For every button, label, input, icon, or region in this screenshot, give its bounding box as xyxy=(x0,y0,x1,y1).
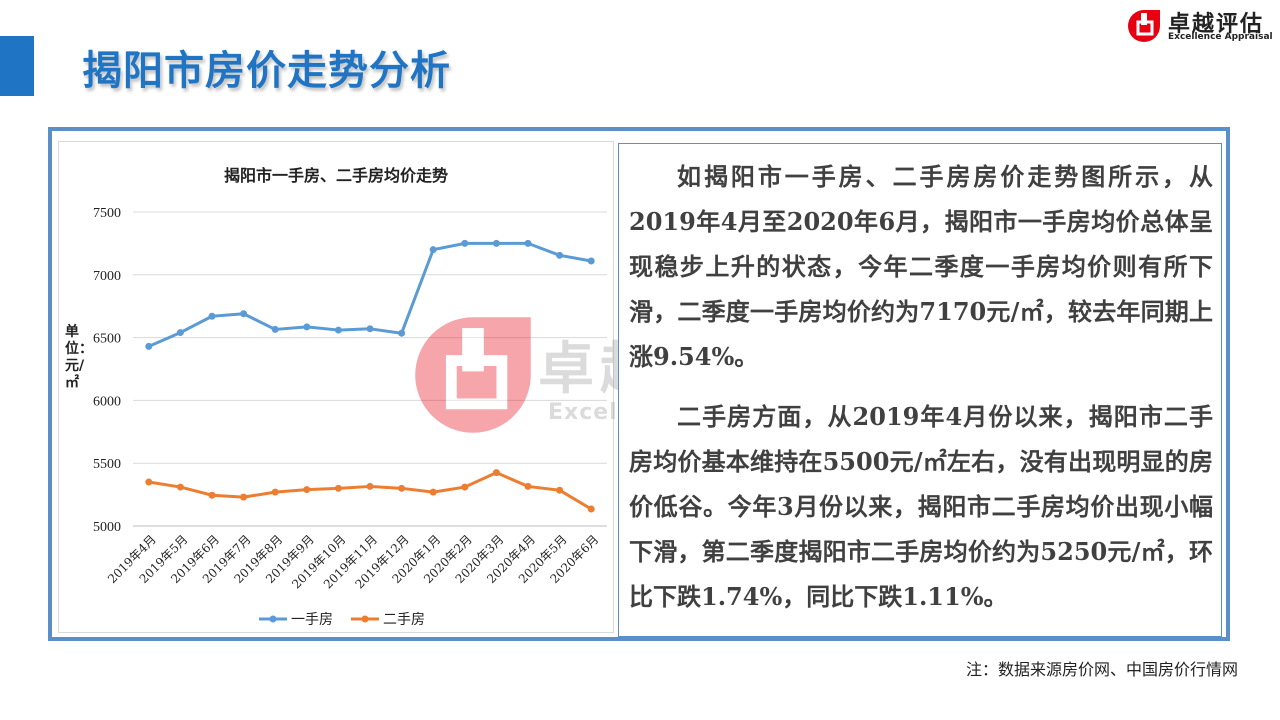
data-point xyxy=(524,482,532,490)
y-tick-label: 7000 xyxy=(93,269,121,284)
data-point xyxy=(461,483,469,491)
data-point xyxy=(303,486,311,494)
data-point xyxy=(429,246,437,254)
title-accent-bar xyxy=(0,36,34,96)
data-point xyxy=(208,491,216,499)
analysis-paragraph-1: 如揭阳市一手房、二手房房价走势图所示，从2019年4月至2020年6月，揭阳市一… xyxy=(629,162,1213,371)
data-point xyxy=(271,325,279,333)
data-point xyxy=(240,310,248,318)
legend-marker xyxy=(269,615,277,623)
series-line-2 xyxy=(148,471,592,511)
legend-label: 一手房 xyxy=(291,612,333,628)
data-point xyxy=(398,484,406,492)
data-point xyxy=(587,257,595,265)
y-tick-label: 6000 xyxy=(93,394,121,409)
y-tick-label: 7500 xyxy=(93,206,121,221)
y-tick-label: 6500 xyxy=(93,332,121,347)
data-point xyxy=(556,251,564,259)
y-tick-label: 5000 xyxy=(93,520,121,535)
data-point xyxy=(429,488,437,496)
data-point xyxy=(556,486,564,494)
data-point xyxy=(492,469,500,477)
data-point xyxy=(145,478,153,486)
data-point xyxy=(398,329,406,337)
data-point xyxy=(524,239,532,247)
legend-marker xyxy=(361,615,369,623)
y-tick-label: 5500 xyxy=(93,457,121,472)
data-point xyxy=(461,239,469,247)
analysis-paragraph-2: 二手房方面，从2019年4月份以来，揭阳市二手房均价基本维持在5500元/㎡左右… xyxy=(629,402,1213,611)
excellence-logo-icon xyxy=(1128,10,1160,42)
line-chart: 5000550060006500700075002019年4月2019年5月20… xyxy=(93,206,607,628)
brand-logo: 卓越评估 Excellence Appraisal xyxy=(1126,6,1276,46)
data-point xyxy=(492,239,500,247)
legend-label: 二手房 xyxy=(383,612,425,628)
data-point xyxy=(208,312,216,320)
source-note: 注：数据来源房价网、中国房价行情网 xyxy=(965,660,1238,679)
chart-title: 揭阳市一手房、二手房均价走势 xyxy=(223,166,448,185)
chart-container: 揭阳市一手房、二手房均价走势 单位：元/㎡ 5000 5500 6000 6500 70… xyxy=(58,141,614,633)
data-point xyxy=(334,484,342,492)
data-point xyxy=(176,329,184,337)
page-title: 揭阳市房价走势分析 xyxy=(82,48,451,94)
data-point xyxy=(366,325,374,333)
data-point xyxy=(303,323,311,331)
data-point xyxy=(334,326,342,334)
analysis-text-panel: 如揭阳市一手房、二手房房价走势图所示，从2019年4月至2020年6月，揭阳市一… xyxy=(618,143,1222,637)
logo-english-name: Excellence Appraisal xyxy=(1168,32,1273,42)
data-point xyxy=(145,342,153,350)
data-point xyxy=(271,488,279,496)
data-point xyxy=(176,483,184,491)
data-point xyxy=(240,493,248,501)
data-point xyxy=(587,505,595,513)
logo-chinese-name: 卓越评估 xyxy=(1168,12,1265,37)
data-point xyxy=(366,482,374,490)
